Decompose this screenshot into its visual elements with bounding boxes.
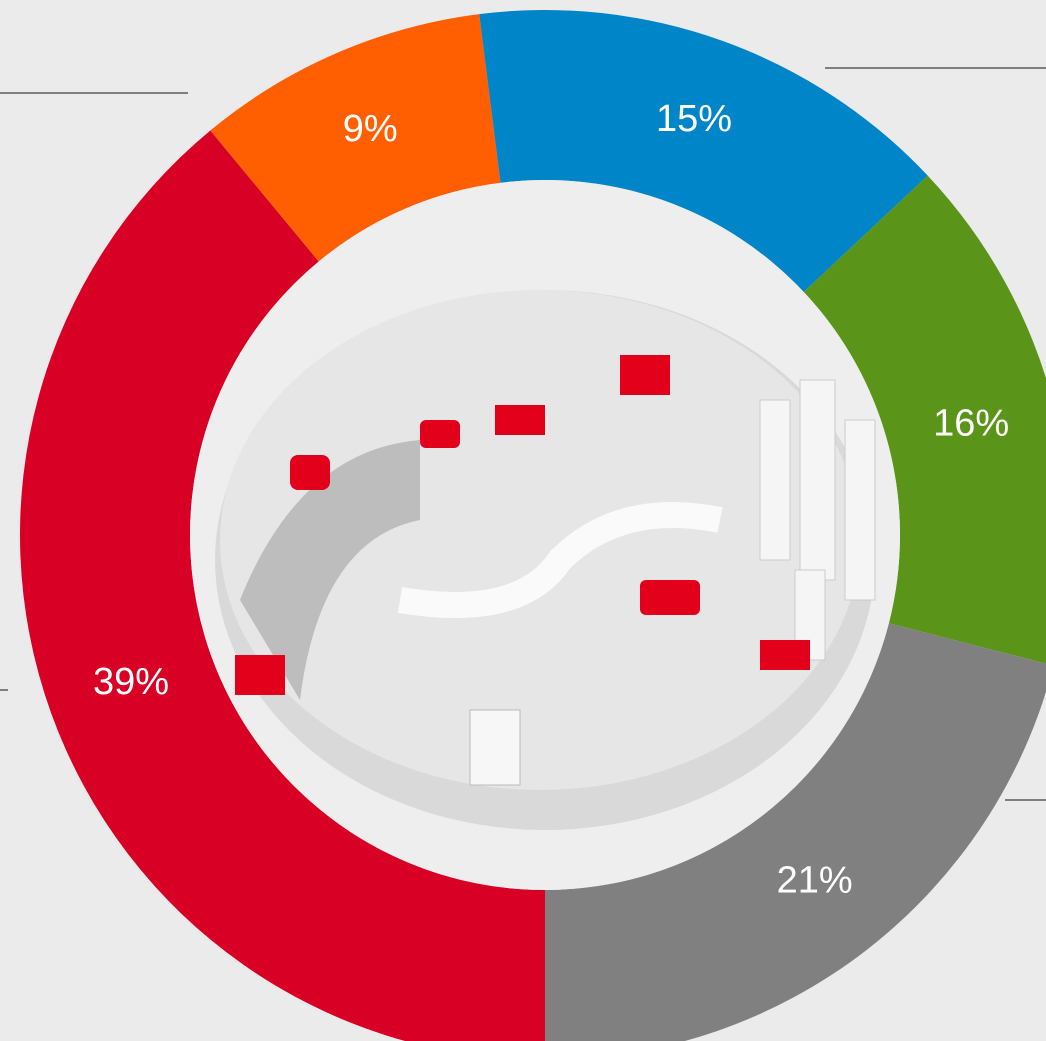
machine [420, 420, 460, 448]
donut-slice [210, 14, 501, 262]
machine [495, 405, 545, 435]
truck [469, 709, 521, 786]
donut [20, 9, 1046, 1041]
data-label: 9% [343, 108, 398, 150]
donut-slice [479, 9, 928, 292]
machine [640, 580, 700, 615]
machine [620, 355, 670, 395]
data-label: 21% [777, 860, 853, 902]
donut-slice [803, 175, 1046, 664]
labels: 39% 9% 15% 16% 21% [93, 98, 1009, 902]
fields [240, 440, 420, 700]
building [844, 419, 876, 601]
machine [235, 655, 285, 695]
road [397, 502, 723, 618]
platform-top [220, 290, 860, 790]
data-label: 15% [656, 98, 732, 140]
data-label: 16% [933, 403, 1009, 445]
donut-slice [545, 623, 1046, 1041]
building [759, 399, 791, 561]
center-illustration [190, 180, 900, 890]
donut-slice [20, 130, 545, 1041]
machine [290, 455, 330, 490]
data-label: 39% [93, 661, 169, 703]
machine [760, 640, 810, 670]
building [799, 379, 836, 581]
